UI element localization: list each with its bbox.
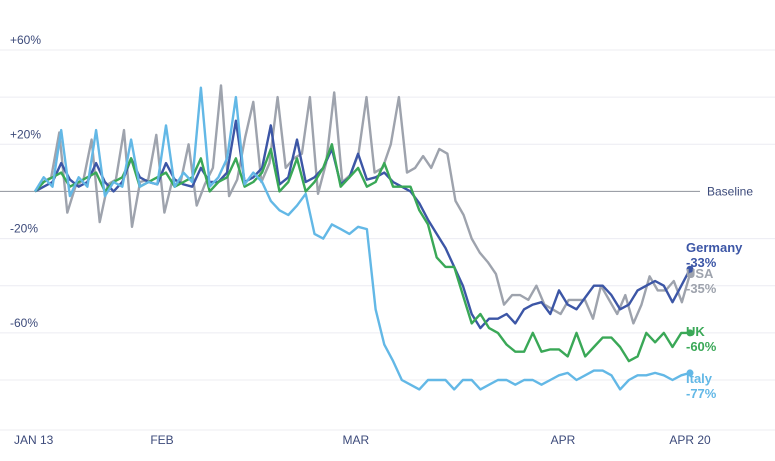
y-tick-label: +20% — [10, 127, 41, 141]
series-name-germany: Germany — [686, 240, 743, 255]
series-end-dot-italy — [686, 369, 694, 377]
series-line-uk — [34, 143, 690, 363]
x-tick-label: APR — [551, 433, 576, 447]
series-end-dot-germany — [686, 265, 694, 273]
series-end-dot-uk — [686, 329, 694, 337]
x-tick-label: FEB — [150, 433, 173, 447]
series-line-germany — [34, 119, 692, 330]
series-name-italy: Italy — [686, 371, 713, 386]
x-axis-ticks: JAN 13 FEB MAR APR APR 20 — [14, 433, 711, 447]
y-tick-label: +60% — [10, 33, 41, 47]
series-value-italy: -77% — [686, 386, 717, 401]
y-tick-label: -60% — [10, 316, 38, 330]
y-axis-ticks: +60% +20% -20% -60% — [10, 33, 41, 330]
series-line-italy — [33, 86, 691, 391]
series-value-uk: -60% — [686, 339, 717, 354]
x-tick-label: JAN 13 — [14, 433, 54, 447]
series-value-germany: -33% — [686, 255, 717, 270]
series-name-uk: UK — [686, 324, 705, 339]
y-tick-label: -20% — [10, 222, 38, 236]
series-end-labels: USA-35% Germany-33% UK-60% Italy-77% — [686, 240, 743, 401]
series-value-usa: -35% — [686, 281, 717, 296]
series-lines — [33, 84, 694, 391]
x-tick-label: MAR — [342, 433, 369, 447]
series-name-usa: USA — [686, 266, 714, 281]
baseline-label: Baseline — [707, 184, 753, 198]
baseline: Baseline — [0, 184, 753, 198]
x-tick-label: APR 20 — [669, 433, 711, 447]
